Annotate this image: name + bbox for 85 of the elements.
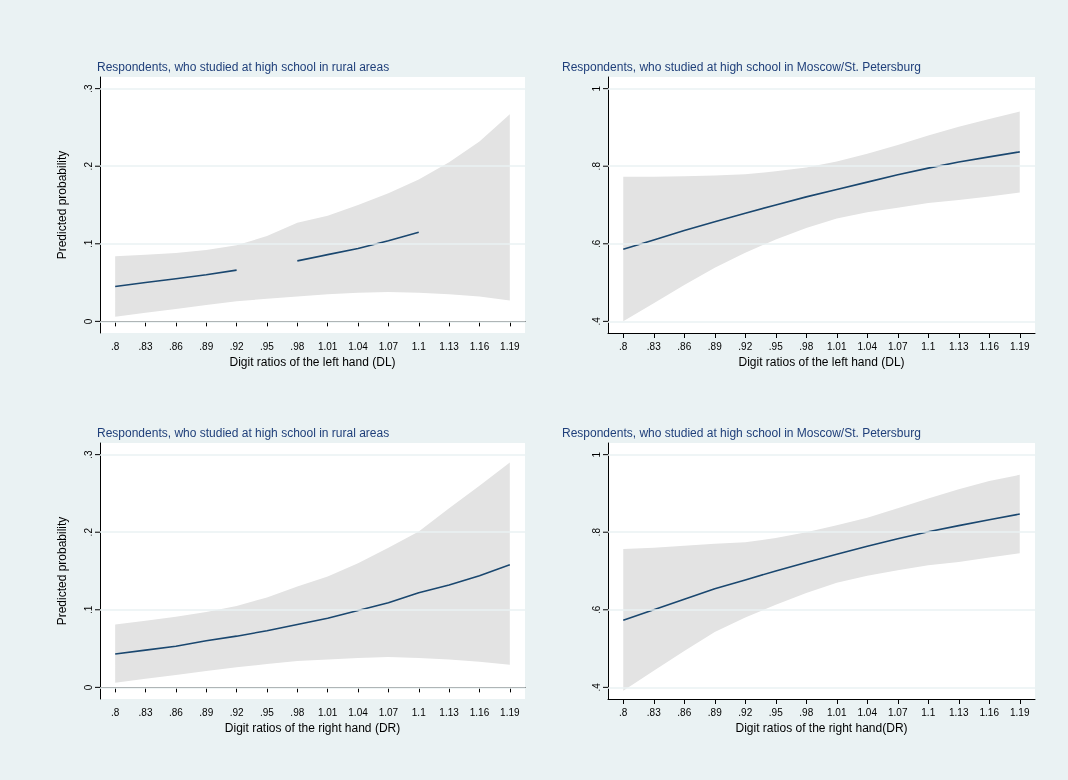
- x-tick-label: .8: [619, 706, 628, 718]
- x-tick-label: 1.07: [378, 706, 399, 718]
- line-series: [622, 513, 1021, 622]
- y-tick-label: .6: [590, 605, 602, 614]
- x-tick-label: 1.13: [949, 340, 969, 352]
- x-tick-label: .89: [199, 706, 214, 718]
- x-tick-label: .98: [799, 340, 814, 352]
- x-tick-label: .8: [619, 340, 628, 352]
- x-tick-label: 1.07: [888, 706, 908, 718]
- y-tick-label: .4: [590, 316, 602, 326]
- x-tick-label: .95: [260, 706, 275, 718]
- x-tick-label: 1.1: [411, 340, 427, 352]
- y-tick-label: 0: [82, 318, 94, 325]
- x-tick-label: 1.13: [949, 706, 969, 718]
- x-tick-label: .95: [768, 340, 784, 352]
- chart-title: Respondents, who studied at high school in Moscow/St. Petersburg: [562, 426, 921, 440]
- x-tick-label: .92: [229, 706, 244, 718]
- x-tick-label: .89: [707, 706, 723, 718]
- chart-title: Respondents, who studied at high school in rural areas: [97, 426, 390, 440]
- x-tick-label: 1.19: [1010, 340, 1030, 352]
- x-tick-label: .86: [677, 340, 692, 352]
- x-tick-label: 1.1: [921, 340, 936, 352]
- x-tick-label: 1.16: [979, 706, 1000, 718]
- y-tick-label: .8: [590, 161, 602, 171]
- x-tick-label: 1.07: [378, 340, 399, 352]
- x-tick-label: .89: [199, 340, 214, 352]
- x-tick-label: .83: [138, 706, 153, 718]
- x-tick-label: 1.19: [1010, 706, 1030, 718]
- x-tick-label: .98: [799, 706, 814, 718]
- x-tick-label: .92: [738, 340, 753, 352]
- y-tick-label: .4: [590, 682, 602, 692]
- y-tick-label: 1: [590, 451, 602, 458]
- y-tick-label: .2: [82, 527, 94, 537]
- y-tick-label: .8: [590, 527, 602, 537]
- x-tick-label: .98: [290, 340, 305, 352]
- x-tick-label: .92: [229, 340, 244, 352]
- x-tick-label: 1.04: [857, 706, 878, 718]
- x-tick-label: .86: [168, 340, 184, 352]
- line-series: [622, 151, 1021, 251]
- x-tick-label: 1.13: [439, 340, 460, 352]
- y-tick-label: .6: [590, 239, 602, 248]
- x-tick-label: 1.16: [469, 340, 490, 352]
- x-axis-title: Digit ratios of the right hand(DR): [735, 720, 908, 735]
- x-tick-label: .83: [646, 706, 662, 718]
- x-axis-title: Digit ratios of the left hand (DL): [738, 354, 905, 369]
- x-tick-label: 1.13: [439, 706, 460, 718]
- x-tick-label: .95: [260, 340, 275, 352]
- x-tick-label: 1.19: [500, 706, 520, 718]
- y-tick-label: .3: [82, 450, 94, 459]
- x-axis-title: Digit ratios of the right hand (DR): [224, 720, 401, 735]
- x-tick-label: 1.16: [469, 706, 490, 718]
- x-tick-label: 1.01: [827, 340, 847, 352]
- x-tick-label: .89: [707, 340, 723, 352]
- y-axis-title: Predicted probability: [55, 150, 69, 260]
- y-tick-label: 0: [82, 684, 94, 691]
- x-tick-label: .92: [738, 706, 753, 718]
- y-tick-label: 1: [590, 85, 602, 92]
- x-tick-label: 1.1: [921, 706, 936, 718]
- y-tick-label: .2: [82, 161, 94, 171]
- x-tick-label: 1.04: [348, 706, 369, 718]
- x-tick-label: .86: [677, 706, 692, 718]
- line-series: [114, 563, 511, 655]
- x-tick-label: 1.07: [888, 340, 908, 352]
- x-tick-label: 1.16: [979, 340, 1000, 352]
- x-tick-label: .86: [168, 706, 184, 718]
- y-tick-label: .3: [82, 84, 94, 93]
- x-tick-label: 1.04: [348, 340, 369, 352]
- x-tick-label: .83: [138, 340, 153, 352]
- x-tick-label: .95: [768, 706, 784, 718]
- x-tick-label: .8: [111, 340, 120, 352]
- x-tick-label: 1.01: [317, 340, 338, 352]
- x-tick-label: 1.01: [317, 706, 338, 718]
- chart-title: Respondents, who studied at high school in rural areas: [97, 60, 390, 74]
- x-tick-label: .98: [290, 706, 305, 718]
- x-axis-title: Digit ratios of the left hand (DL): [229, 354, 396, 369]
- y-axis-title: Predicted probability: [55, 516, 69, 626]
- x-tick-label: 1.01: [827, 706, 847, 718]
- y-tick-label: .1: [82, 605, 94, 614]
- x-tick-label: 1.04: [857, 340, 878, 352]
- x-tick-label: 1.1: [411, 706, 427, 718]
- y-tick-label: .1: [82, 239, 94, 248]
- x-tick-label: .83: [646, 340, 662, 352]
- x-tick-label: .8: [111, 706, 120, 718]
- chart-title: Respondents, who studied at high school in Moscow/St. Petersburg: [562, 60, 921, 74]
- x-tick-label: 1.19: [500, 340, 520, 352]
